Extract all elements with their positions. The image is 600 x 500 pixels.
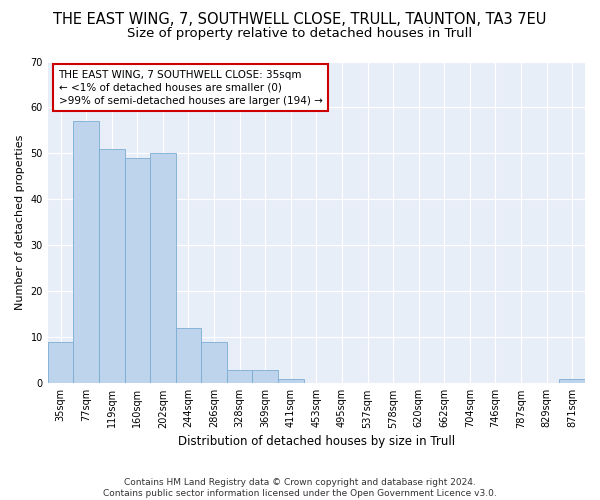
Text: THE EAST WING, 7, SOUTHWELL CLOSE, TRULL, TAUNTON, TA3 7EU: THE EAST WING, 7, SOUTHWELL CLOSE, TRULL… — [53, 12, 547, 28]
Y-axis label: Number of detached properties: Number of detached properties — [15, 134, 25, 310]
Bar — [73, 122, 99, 384]
Bar — [48, 342, 73, 384]
Text: Size of property relative to detached houses in Trull: Size of property relative to detached ho… — [127, 28, 473, 40]
Bar — [559, 378, 585, 384]
Text: Contains HM Land Registry data © Crown copyright and database right 2024.
Contai: Contains HM Land Registry data © Crown c… — [103, 478, 497, 498]
Bar — [150, 154, 176, 384]
Bar — [227, 370, 253, 384]
X-axis label: Distribution of detached houses by size in Trull: Distribution of detached houses by size … — [178, 434, 455, 448]
Bar — [176, 328, 201, 384]
Bar — [99, 149, 125, 384]
Bar — [201, 342, 227, 384]
Bar — [278, 378, 304, 384]
Bar — [253, 370, 278, 384]
Text: THE EAST WING, 7 SOUTHWELL CLOSE: 35sqm
← <1% of detached houses are smaller (0): THE EAST WING, 7 SOUTHWELL CLOSE: 35sqm … — [59, 70, 322, 106]
Bar — [125, 158, 150, 384]
